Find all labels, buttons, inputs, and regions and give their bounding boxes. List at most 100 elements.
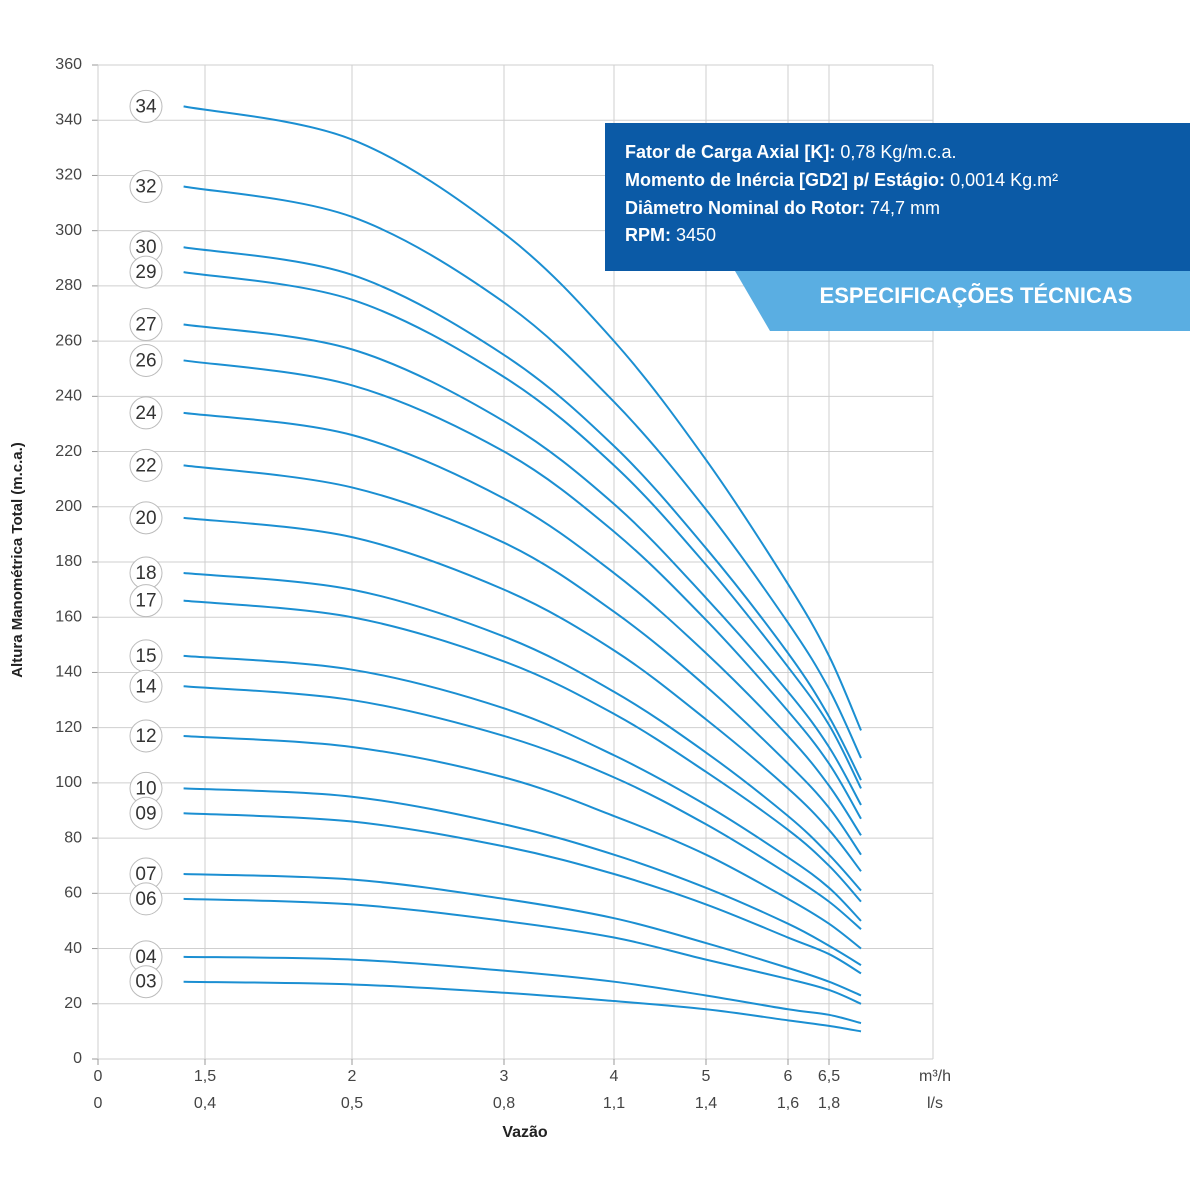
- curve: [183, 873, 862, 997]
- y-tick-label: 200: [55, 498, 82, 515]
- curve: [183, 685, 862, 930]
- spec-line: RPM: 3450: [625, 225, 716, 245]
- curve: [183, 734, 862, 950]
- legend-badge: [129, 169, 163, 203]
- curve: [183, 359, 862, 820]
- y-tick-label: 340: [55, 111, 82, 128]
- x2-tick-label: 1,6: [777, 1095, 799, 1112]
- curve: [183, 516, 862, 872]
- y-tick-label: 180: [55, 553, 82, 570]
- legend-label: 29: [135, 262, 156, 283]
- legend-label: 14: [135, 676, 157, 697]
- legend-label: 12: [135, 726, 156, 747]
- spec-box: [605, 123, 1190, 271]
- legend-badge: [129, 396, 163, 430]
- legend-label: 04: [135, 947, 157, 968]
- x-tick-label: 0: [94, 1068, 103, 1085]
- x2-tick-label: 0,4: [194, 1095, 216, 1112]
- legend-label: 27: [135, 315, 156, 336]
- y-tick-label: 100: [55, 774, 82, 791]
- legend-label: 26: [135, 350, 156, 371]
- legend-badge: [129, 584, 163, 618]
- curve: [183, 105, 862, 731]
- legend-label: 09: [135, 803, 156, 824]
- curve: [183, 246, 862, 781]
- spec-label: Diâmetro Nominal do Rotor:: [625, 198, 865, 218]
- x-tick-label: 2: [348, 1068, 357, 1085]
- legend-label: 07: [135, 864, 156, 885]
- x2-tick-label: 1,1: [603, 1095, 625, 1112]
- x-tick-label: 6,5: [818, 1068, 840, 1085]
- y-tick-label: 140: [55, 664, 82, 681]
- y-tick-label: 280: [55, 277, 82, 294]
- curve: [183, 787, 862, 966]
- x2-tick-label: 0,8: [493, 1095, 515, 1112]
- legend-label: 30: [135, 237, 156, 258]
- legend-badge: [129, 501, 163, 535]
- legend-badge: [129, 719, 163, 753]
- spec-banner-text: ESPECIFICAÇÕES TÉCNICAS: [820, 283, 1133, 308]
- legend-badge: [129, 89, 163, 123]
- spec-line: Momento de Inércia [GD2] p/ Estágio: 0,0…: [625, 170, 1058, 190]
- curve: [183, 411, 862, 836]
- spec-line: Diâmetro Nominal do Rotor: 74,7 mm: [625, 198, 940, 218]
- x-unit: m³/h: [919, 1068, 951, 1085]
- curve: [183, 271, 862, 789]
- spec-value: 74,7 mm: [870, 198, 940, 218]
- spec-line: Fator de Carga Axial [K]: 0,78 Kg/m.c.a.: [625, 142, 956, 162]
- spec-value: 0,78 Kg/m.c.a.: [840, 142, 956, 162]
- legend-badge: [129, 965, 163, 999]
- y-tick-label: 20: [64, 995, 82, 1012]
- spec-label: Fator de Carga Axial [K]:: [625, 142, 835, 162]
- legend-label: 34: [135, 96, 157, 117]
- legend-label: 10: [135, 778, 156, 799]
- y-tick-label: 0: [73, 1050, 82, 1067]
- curve: [183, 955, 862, 1025]
- legend-label: 17: [135, 591, 156, 612]
- legend-label: 06: [135, 889, 156, 910]
- x-tick-label: 4: [610, 1068, 619, 1085]
- curve: [183, 980, 862, 1033]
- legend-label: 15: [135, 646, 156, 667]
- spec-label: Momento de Inércia [GD2] p/ Estágio:: [625, 170, 945, 190]
- curve: [183, 572, 862, 892]
- x-tick-label: 3: [500, 1068, 509, 1085]
- legend-label: 24: [135, 403, 157, 424]
- legend-label: 32: [135, 177, 156, 198]
- y-tick-label: 260: [55, 332, 82, 349]
- legend-badge: [129, 882, 163, 916]
- legend-badge: [129, 343, 163, 377]
- curve: [183, 464, 862, 856]
- y-tick-label: 40: [64, 940, 82, 957]
- y-tick-label: 60: [64, 885, 82, 902]
- y-tick-label: 300: [55, 222, 82, 239]
- legend-label: 03: [135, 972, 156, 993]
- legend-badge: [129, 669, 163, 703]
- legend-label: 22: [135, 455, 156, 476]
- y-tick-label: 240: [55, 388, 82, 405]
- curve: [183, 323, 862, 806]
- legend-label: 18: [135, 563, 156, 584]
- y-axis-title: Altura Manométrica Total (m.c.a.): [9, 442, 26, 678]
- curve: [183, 812, 862, 975]
- y-tick-label: 360: [55, 56, 82, 73]
- curve: [183, 654, 862, 922]
- spec-value: 0,0014 Kg.m²: [950, 170, 1058, 190]
- legend-badge: [129, 308, 163, 342]
- curve: [183, 897, 862, 1005]
- x2-tick-label: 1,8: [818, 1095, 840, 1112]
- y-tick-label: 160: [55, 608, 82, 625]
- y-tick-label: 320: [55, 167, 82, 184]
- x2-unit: l/s: [927, 1095, 943, 1112]
- curve: [183, 185, 862, 759]
- curves: 34 32 30 29 27 26 24 22 20 18 17 15 14 12 10 09 07 06 04 03: [129, 89, 862, 1033]
- spec-banner: [735, 271, 1190, 331]
- legend-badge: [129, 255, 163, 289]
- x-tick-label: 6: [784, 1068, 793, 1085]
- x2-tick-label: 0,5: [341, 1095, 363, 1112]
- legend-badge: [129, 796, 163, 830]
- x2-tick-label: 0: [94, 1095, 103, 1112]
- y-tick-label: 120: [55, 719, 82, 736]
- legend-label: 20: [135, 508, 156, 529]
- x-tick-label: 1,5: [194, 1068, 216, 1085]
